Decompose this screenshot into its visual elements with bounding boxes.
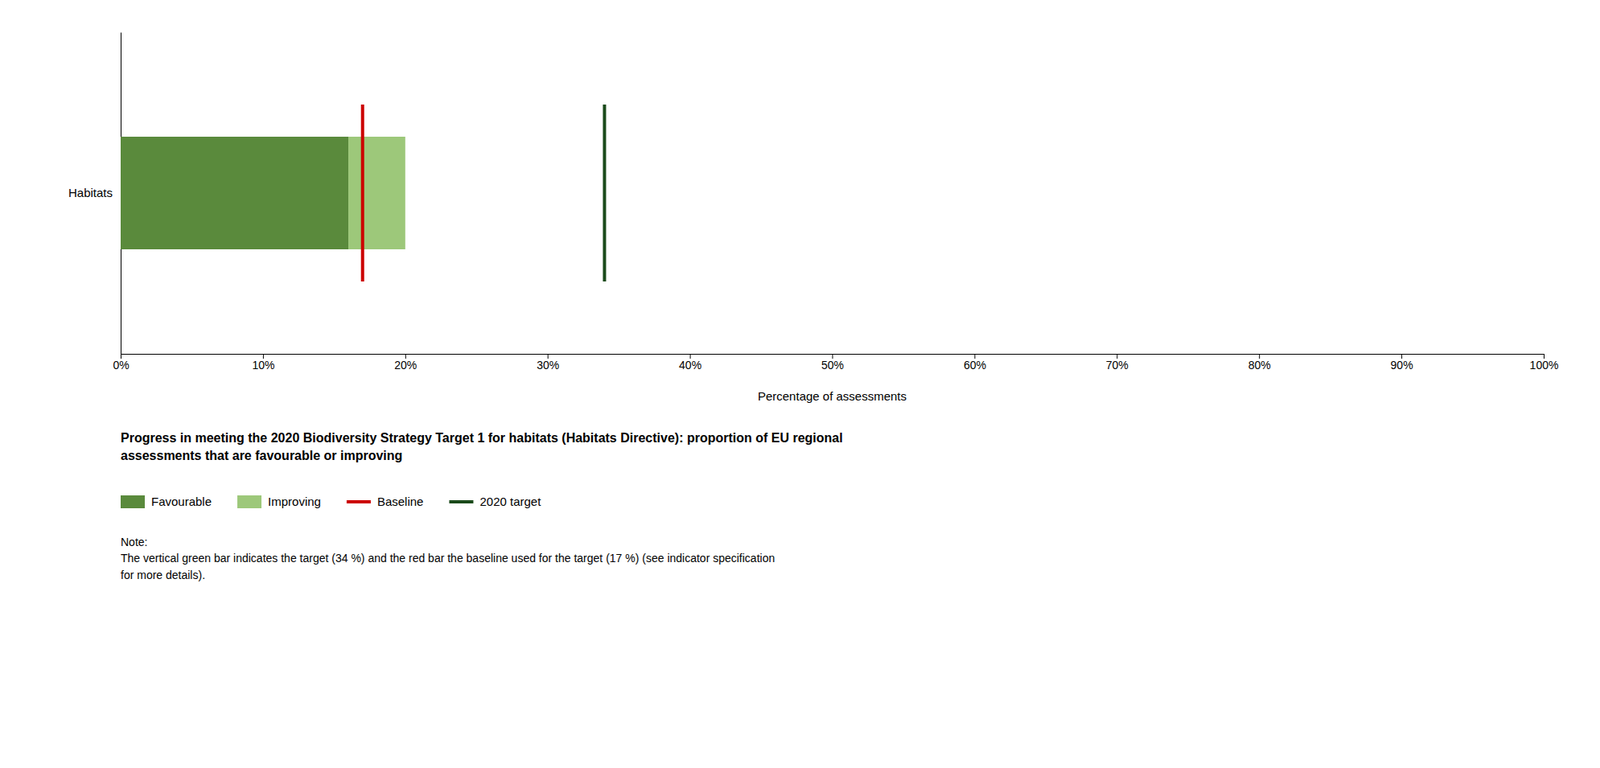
x-tick: 30% bbox=[536, 353, 560, 372]
x-tick: 10% bbox=[251, 353, 275, 372]
legend-item: 2020 target bbox=[448, 494, 542, 509]
legend-label: Baseline bbox=[377, 494, 424, 509]
x-tick: 20% bbox=[394, 353, 417, 372]
reference-line bbox=[602, 104, 606, 282]
legend-swatch bbox=[237, 495, 262, 509]
marks bbox=[120, 104, 605, 282]
bar-series bbox=[348, 136, 406, 250]
tick-label: 30% bbox=[536, 358, 560, 372]
x-tick: 50% bbox=[821, 353, 844, 372]
bar bbox=[120, 136, 349, 250]
tick-label: 0% bbox=[112, 358, 129, 372]
y-axis: Habitats bbox=[68, 32, 122, 355]
legend-swatch bbox=[346, 500, 371, 504]
legend-swatch bbox=[448, 500, 474, 504]
rule-series bbox=[361, 104, 363, 282]
legend-label: Improving bbox=[267, 494, 321, 509]
legend-label: Favourable bbox=[151, 494, 212, 509]
tick-label: 60% bbox=[963, 358, 987, 372]
rule-series bbox=[604, 104, 605, 282]
x-tick: 60% bbox=[963, 353, 987, 372]
tick-label: 50% bbox=[821, 358, 844, 372]
reference-line bbox=[361, 104, 365, 282]
legend-item: Favourable bbox=[120, 494, 212, 509]
bar-series bbox=[120, 136, 349, 250]
x-tick: 40% bbox=[678, 353, 702, 372]
tick-label: Habitats bbox=[68, 185, 113, 200]
legend-item: Improving bbox=[237, 494, 321, 509]
chart: 0% 10% 20% 30% 40% 50% 60% 70% 80% 90% 100% Habitat… bbox=[0, 0, 1600, 768]
tick-label: 20% bbox=[394, 358, 417, 372]
legend: Favourable Improving Baseline 2020 target bbox=[120, 494, 542, 509]
plot: 0% 10% 20% 30% 40% 50% 60% 70% 80% 90% 100% Habitat… bbox=[68, 32, 1559, 372]
x-tick: 80% bbox=[1248, 353, 1271, 372]
tick-label: 90% bbox=[1390, 358, 1414, 372]
legend-swatch bbox=[120, 495, 145, 509]
legend-label: 2020 target bbox=[479, 494, 542, 509]
legend-item: Baseline bbox=[346, 494, 424, 509]
title: Progress in meeting the 2020 Biodiversit… bbox=[120, 431, 844, 463]
tick-label: 80% bbox=[1248, 358, 1271, 372]
tick-label: 10% bbox=[251, 358, 275, 372]
tick-label: 100% bbox=[1530, 358, 1559, 372]
tick-label: 70% bbox=[1106, 358, 1129, 372]
x-tick: 70% bbox=[1106, 353, 1129, 372]
x-tick: 100% bbox=[1530, 353, 1559, 372]
x-tick: 0% bbox=[112, 353, 129, 372]
bar bbox=[348, 136, 406, 250]
tick-label: 40% bbox=[678, 358, 702, 372]
note: Note:The vertical green bar indicates th… bbox=[120, 535, 775, 582]
x-tick: 90% bbox=[1390, 353, 1414, 372]
y-tick: Habitats bbox=[68, 185, 121, 200]
x-axis: 0% 10% 20% 30% 40% 50% 60% 70% 80% 90% 100% bbox=[112, 353, 1559, 372]
x-axis-title: Percentage of assessments bbox=[757, 389, 907, 404]
